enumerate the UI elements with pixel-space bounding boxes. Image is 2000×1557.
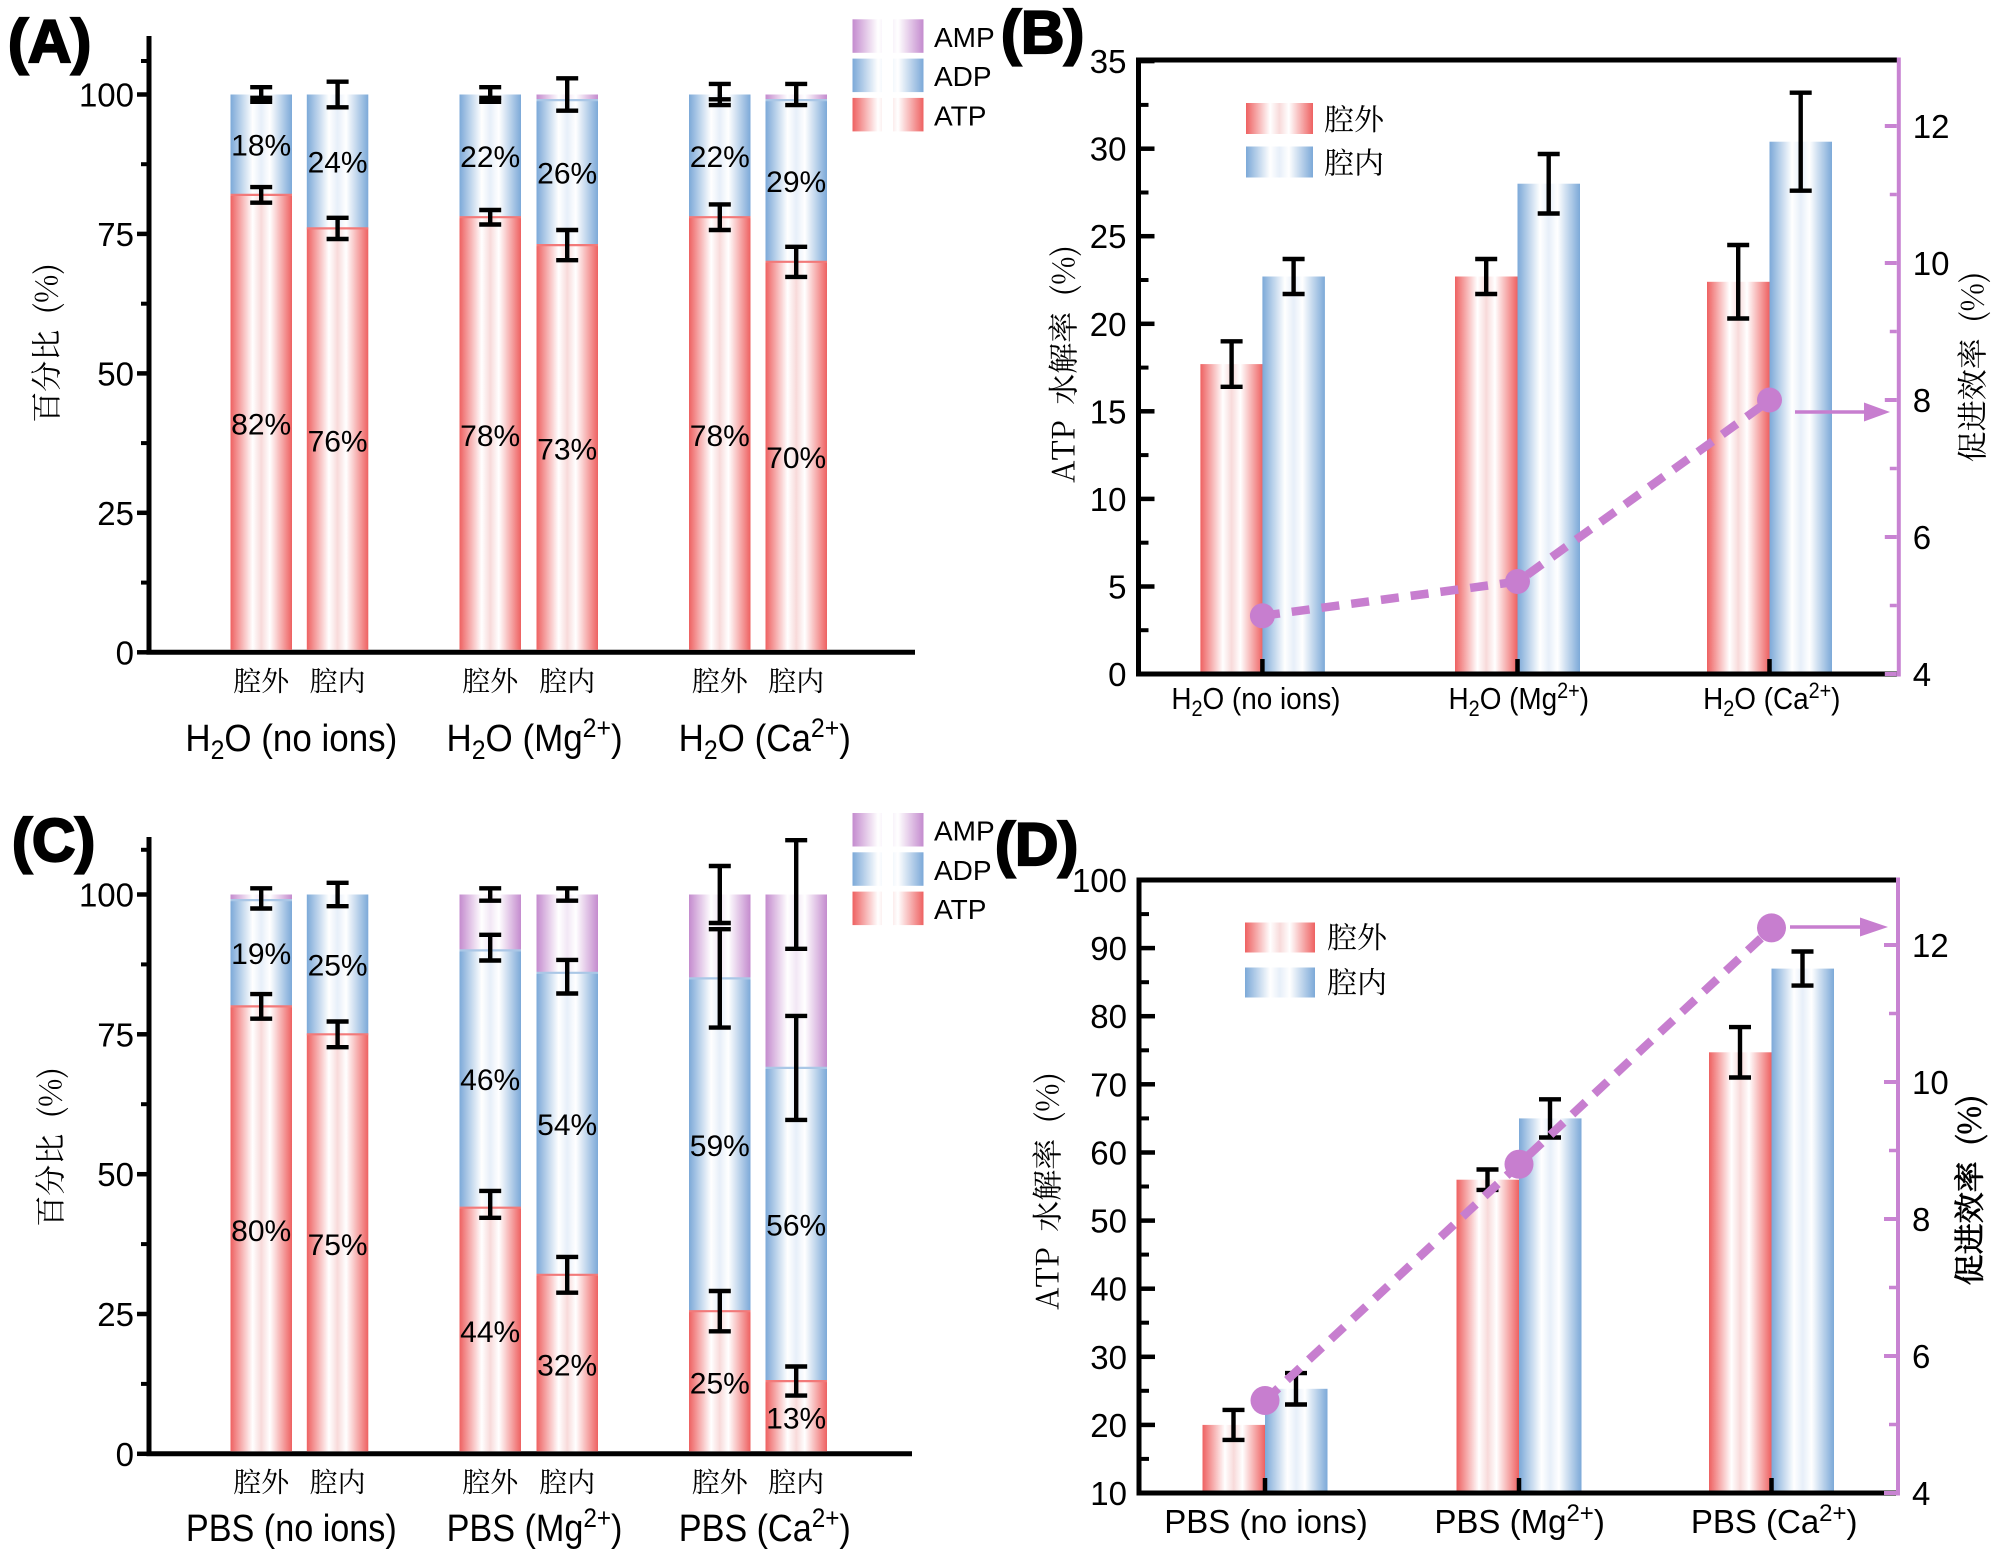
svg-text:22%: 22% [690,141,750,174]
svg-text:100: 100 [79,877,134,914]
svg-text:5: 5 [1108,569,1126,606]
svg-text:90: 90 [1090,930,1127,967]
svg-text:35: 35 [1090,43,1127,80]
svg-text:80: 80 [1090,998,1127,1035]
svg-text:70: 70 [1090,1066,1127,1103]
svg-text:56%: 56% [766,1210,826,1243]
svg-text:13%: 13% [766,1402,826,1435]
svg-text:15: 15 [1090,393,1127,430]
svg-text:(B): (B) [1001,0,1084,66]
svg-text:100: 100 [79,77,134,114]
svg-text:6: 6 [1913,519,1931,556]
svg-text:46%: 46% [460,1064,520,1097]
svg-text:50: 50 [97,355,134,392]
svg-text:75%: 75% [308,1229,368,1262]
svg-text:54%: 54% [537,1109,597,1142]
svg-text:100: 100 [1072,862,1127,899]
svg-text:44%: 44% [460,1316,520,1349]
svg-text:(D): (D) [995,811,1078,878]
svg-text:12: 12 [1913,108,1950,145]
svg-text:H2O (no ions): H2O (no ions) [185,717,397,766]
svg-text:24%: 24% [308,146,368,179]
svg-text:ATP: ATP [934,100,986,131]
svg-text:10: 10 [1912,1064,1949,1101]
svg-text:PBS (no ions): PBS (no ions) [186,1506,397,1549]
svg-text:70%: 70% [766,442,826,475]
svg-text:12: 12 [1912,927,1949,964]
svg-text:8: 8 [1912,1201,1930,1238]
svg-text:59%: 59% [690,1130,750,1163]
svg-text:73%: 73% [537,434,597,467]
svg-text:18%: 18% [231,130,291,163]
svg-text:ADP: ADP [934,855,992,886]
svg-text:10: 10 [1090,481,1127,518]
svg-text:(A): (A) [8,8,91,75]
svg-text:0: 0 [116,634,134,671]
svg-text:6: 6 [1912,1338,1930,1375]
svg-text:25: 25 [97,1296,134,1333]
svg-text:50: 50 [1090,1203,1127,1240]
svg-text:AMP: AMP [934,816,995,847]
svg-text:AMP: AMP [934,22,995,53]
svg-text:20: 20 [1090,306,1127,343]
svg-text:40: 40 [1090,1271,1127,1308]
svg-text:20: 20 [1090,1407,1127,1444]
svg-text:PBS (Ca2+): PBS (Ca2+) [679,1504,851,1550]
svg-text:75: 75 [97,216,134,253]
svg-text:30: 30 [1090,131,1127,168]
svg-text:82%: 82% [231,409,291,442]
svg-text:22%: 22% [460,141,520,174]
svg-text:4: 4 [1913,656,1931,693]
svg-text:ATP: ATP [934,894,986,925]
svg-text:H2O (Ca2+): H2O (Ca2+) [1703,679,1840,721]
svg-text:32%: 32% [537,1349,597,1382]
svg-text:25%: 25% [308,949,368,982]
svg-text:50: 50 [97,1156,134,1193]
svg-text:19%: 19% [231,938,291,971]
svg-text:75: 75 [97,1016,134,1053]
svg-text:78%: 78% [460,420,520,453]
svg-text:0: 0 [116,1436,134,1473]
svg-text:10: 10 [1090,1475,1127,1512]
svg-text:80%: 80% [231,1215,291,1248]
svg-text:30: 30 [1090,1339,1127,1376]
svg-text:29%: 29% [766,166,826,199]
svg-text:10: 10 [1913,245,1950,282]
svg-text:76%: 76% [308,425,368,458]
svg-text:25: 25 [97,495,134,532]
svg-text:H2O (no ions): H2O (no ions) [1171,682,1340,722]
svg-text:78%: 78% [690,420,750,453]
svg-text:PBS (no ions): PBS (no ions) [1164,1503,1368,1540]
svg-text:4: 4 [1912,1475,1930,1512]
svg-text:ADP: ADP [934,61,992,92]
svg-text:8: 8 [1913,382,1931,419]
svg-text:0: 0 [1108,656,1126,693]
svg-text:26%: 26% [537,158,597,191]
svg-text:25: 25 [1090,218,1127,255]
svg-text:(C): (C) [12,807,95,874]
svg-text:60: 60 [1090,1135,1127,1172]
svg-text:25%: 25% [690,1368,750,1401]
